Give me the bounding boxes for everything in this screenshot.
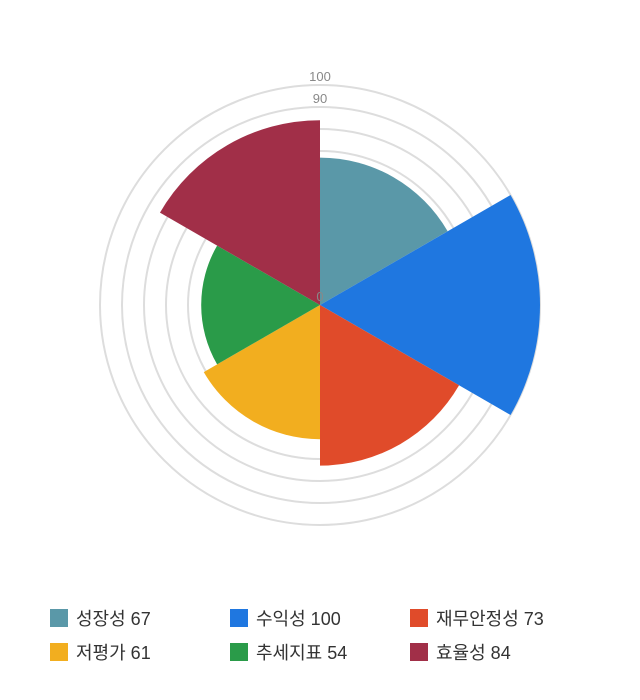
legend-label: 성장성 67 xyxy=(76,605,151,631)
legend-swatch xyxy=(50,609,68,627)
legend-item: 저평가 61 xyxy=(50,639,210,665)
legend-label: 수익성 100 xyxy=(256,605,341,631)
legend: 성장성 67 수익성 100 재무안정성 73 저평가 61 추세지표 54 효율성 84 xyxy=(20,595,620,685)
axis-tick-label: 0 xyxy=(316,289,323,304)
legend-item: 성장성 67 xyxy=(50,605,210,631)
polar-chart: 0 90 100 xyxy=(0,15,640,595)
legend-label: 효율성 84 xyxy=(436,639,511,665)
legend-label: 재무안정성 73 xyxy=(436,605,544,631)
legend-swatch xyxy=(50,643,68,661)
chart-svg: 0 90 100 xyxy=(0,15,640,595)
axis-tick-label: 90 xyxy=(313,91,327,106)
legend-swatch xyxy=(230,643,248,661)
axis-tick-label: 100 xyxy=(309,69,331,84)
legend-label: 저평가 61 xyxy=(76,639,151,665)
legend-item: 효율성 84 xyxy=(410,639,570,665)
legend-swatch xyxy=(230,609,248,627)
legend-label: 추세지표 54 xyxy=(256,639,347,665)
legend-item: 추세지표 54 xyxy=(230,639,390,665)
legend-item: 재무안정성 73 xyxy=(410,605,570,631)
legend-swatch xyxy=(410,643,428,661)
legend-item: 수익성 100 xyxy=(230,605,390,631)
legend-swatch xyxy=(410,609,428,627)
